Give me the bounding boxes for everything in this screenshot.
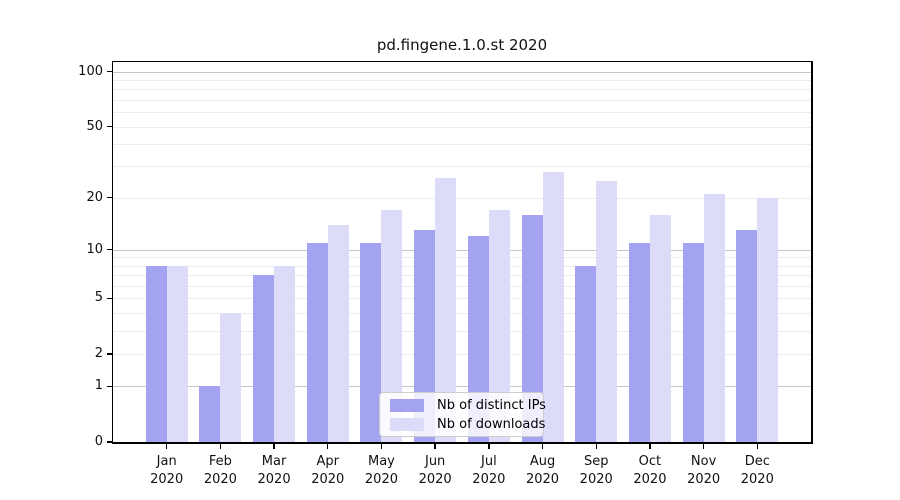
bar-jul-downloads [488,210,510,442]
x-tick-mark-jul [488,443,490,449]
y-tick-label-100: 100 [78,63,103,79]
gridline-major-10 [113,249,811,251]
legend-swatch-downloads-icon [390,417,424,431]
gridline-minor-20 [113,197,811,199]
legend-item-downloads: Nb of downloads [390,417,545,432]
bar-may-distinct-ips [360,242,382,442]
legend-label-downloads: Nb of downloads [437,416,546,432]
x-tick-label-may: May 2020 [364,454,398,487]
y-tick-label-50: 50 [86,118,103,134]
bar-jan-distinct-ips [145,265,167,442]
gridline-major-100 [113,71,811,73]
gridline-minor-70 [113,99,811,101]
gridline-major-1 [113,386,811,388]
bar-jan-downloads [166,265,188,442]
x-tick-mark-oct [649,443,651,449]
bar-apr-distinct-ips [306,242,328,442]
legend-item-distinct-ips: Nb of distinct IPs [390,398,546,413]
x-tick-label-aug: Aug 2020 [525,454,560,487]
legend-swatch-distinct-ips-icon [390,398,424,412]
gridline-minor-4 [113,312,811,314]
gridline-minor-3 [113,330,811,332]
x-tick-mark-may [380,443,383,449]
gridline-minor-50 [113,126,811,128]
bar-mar-downloads [274,265,296,442]
y-tick-mark-1 [107,385,112,388]
x-axis-line [111,442,813,444]
x-tick-label-jul: Jul 2020 [472,454,506,487]
x-tick-label-jan: Jan 2020 [150,454,184,487]
x-tick-mark-jun [434,443,436,449]
y-tick-mark-5 [107,297,112,299]
plot-border-right [811,60,813,444]
y-tick-label-20: 20 [86,189,103,205]
gridline-minor-6 [113,285,811,287]
bar-sep-distinct-ips [575,265,597,442]
y-tick-mark-50 [107,125,112,128]
bar-jun-distinct-ips [414,230,436,442]
bar-apr-downloads [327,224,349,442]
x-tick-mark-mar [273,443,275,449]
x-tick-label-jun: Jun 2020 [418,454,452,487]
bar-aug-distinct-ips [521,214,543,442]
bar-feb-downloads [220,312,242,442]
x-tick-mark-aug [541,443,544,449]
y-tick-label-0: 0 [94,434,103,449]
x-tick-mark-apr [327,443,329,449]
x-tick-mark-sep [595,443,597,449]
x-tick-label-dec: Dec 2020 [740,454,774,487]
plot-area: Nb of distinct IPs Nb of downloads [111,60,813,444]
gridline-minor-30 [113,166,811,168]
gridline-minor-5 [113,298,811,300]
bar-sep-downloads [596,180,618,442]
legend: Nb of distinct IPs Nb of downloads [379,392,546,437]
x-tick-label-nov: Nov 2020 [687,454,721,487]
bar-nov-downloads [703,193,725,442]
x-tick-mark-dec [756,443,758,449]
x-tick-mark-jan [165,443,168,449]
chart-title: pd.fingene.1.0.st 2020 [376,36,548,54]
x-tick-label-oct: Oct 2020 [633,454,667,487]
bar-jul-distinct-ips [467,236,489,442]
y-tick-mark-10 [107,248,112,251]
gridline-minor-7 [113,275,811,277]
bar-jun-downloads [435,177,457,442]
x-tick-mark-nov [702,443,705,449]
gridline-minor-40 [113,144,811,146]
y-tick-mark-0 [107,441,112,443]
gridline-minor-80 [113,89,811,91]
x-tick-label-apr: Apr 2020 [311,454,345,487]
bar-feb-distinct-ips [199,386,221,442]
y-tick-label-1: 1 [94,378,103,394]
bar-oct-distinct-ips [628,242,650,442]
gridline-minor-8 [113,265,811,267]
bar-dec-downloads [757,197,779,442]
gridline-minor-60 [113,112,811,114]
x-tick-mark-feb [219,443,222,449]
legend-label-distinct-ips: Nb of distinct IPs [437,397,546,413]
plot-border-top [111,60,813,62]
bar-oct-downloads [649,214,671,442]
bar-aug-downloads [542,171,564,442]
y-tick-label-10: 10 [86,241,103,257]
y-tick-mark-20 [107,197,112,199]
bar-may-downloads [381,210,403,442]
x-tick-label-mar: Mar 2020 [257,454,291,487]
bar-mar-distinct-ips [253,275,275,442]
gridline-minor-2 [113,353,811,355]
y-axis-line [111,60,113,444]
gridline-minor-90 [113,80,811,82]
x-tick-label-sep: Sep 2020 [579,454,613,487]
y-tick-label-5: 5 [94,290,103,306]
bar-nov-distinct-ips [682,242,704,442]
y-tick-label-2: 2 [94,345,103,361]
bar-dec-distinct-ips [736,230,758,442]
y-tick-mark-2 [107,353,112,355]
x-tick-label-feb: Feb 2020 [203,454,237,487]
gridline-minor-9 [113,257,811,259]
y-tick-mark-100 [107,71,112,73]
